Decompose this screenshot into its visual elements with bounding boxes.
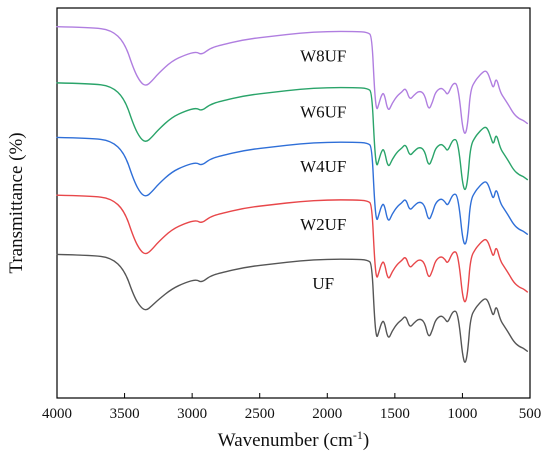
x-axis-ticks: 4000 3500 3000 2500 2000 1500 1000 500 xyxy=(42,393,541,422)
x-tick-label: 3000 xyxy=(177,406,207,422)
plot-border xyxy=(56,7,531,399)
series-line-uf xyxy=(56,253,528,363)
series-label-uf: UF xyxy=(312,274,334,293)
series-label-w2uf: W2UF xyxy=(300,215,346,234)
series-lines xyxy=(56,26,528,363)
series-label-w6uf: W6UF xyxy=(300,103,346,122)
series-line-w4uf xyxy=(56,136,528,245)
series-line-w2uf xyxy=(56,194,528,303)
x-tick-label: 4000 xyxy=(42,406,72,422)
x-tick-label: 1000 xyxy=(447,406,477,422)
series-line-w6uf xyxy=(56,82,528,191)
series-label-w4uf: W4UF xyxy=(300,157,346,176)
x-tick-label: 500 xyxy=(519,406,542,422)
x-tick-label: 1500 xyxy=(380,406,410,422)
x-tick-label: 2500 xyxy=(245,406,275,422)
series-label-w8uf: W8UF xyxy=(300,46,346,65)
plot-frame xyxy=(56,7,531,399)
y-axis-title: Transmittance (%) xyxy=(6,132,27,273)
series-line-w8uf xyxy=(56,26,528,134)
x-tick-label: 3500 xyxy=(110,406,140,422)
x-axis-title: Wavenumber (cm-1) xyxy=(218,428,369,451)
x-tick-label: 2000 xyxy=(312,406,342,422)
series-labels: UF W2UF W4UF W6UF W8UF xyxy=(300,46,346,293)
